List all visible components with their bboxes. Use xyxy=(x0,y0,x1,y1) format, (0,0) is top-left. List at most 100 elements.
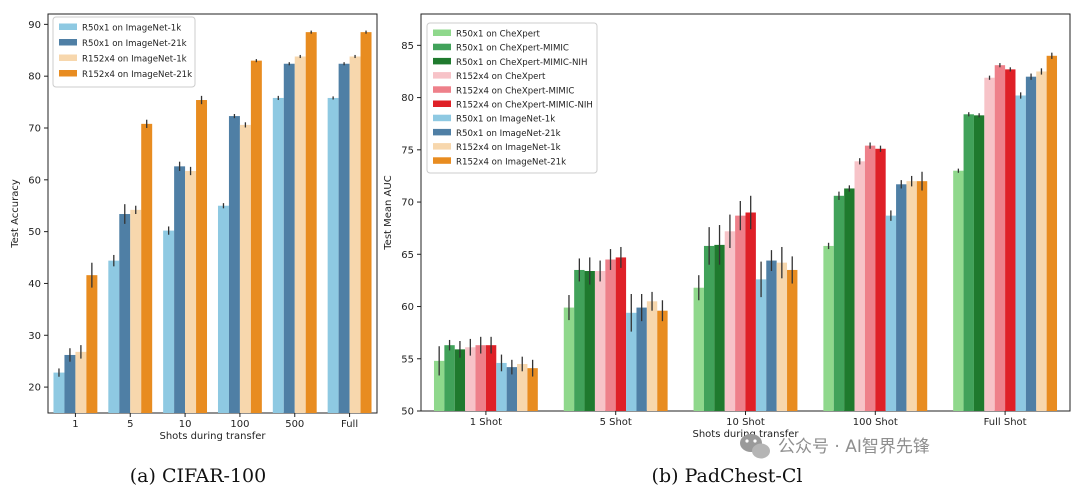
x-tick-label: 100 xyxy=(230,419,249,430)
bar-r152x4-on-imagenet-1k xyxy=(1036,71,1047,412)
caption-padchest: (b) PadChest-Cl xyxy=(652,465,803,487)
bar-r152x4-on-chexpert xyxy=(984,77,995,412)
y-tick-label: 60 xyxy=(401,302,414,313)
y-tick-label: 50 xyxy=(401,407,414,418)
legend-swatch xyxy=(59,23,77,30)
bar-r50x1-on-imagenet-1k xyxy=(885,215,897,411)
bar-r50x1-on-imagenet-1k xyxy=(163,230,175,413)
legend-entry: R50x1 on ImageNet-21k xyxy=(456,129,561,139)
legend-entry: R152x4 on CheXpert-MIMIC-NIH xyxy=(456,101,593,111)
bar-r152x4-on-chexpert xyxy=(465,347,476,411)
bar-r50x1-on-chexpert xyxy=(433,360,445,411)
y-tick-label: 90 xyxy=(28,20,41,31)
legend-swatch xyxy=(433,100,451,107)
x-tick-label: Full Shot xyxy=(984,417,1027,428)
legend-swatch xyxy=(433,143,451,150)
bar-r50x1-on-imagenet-21k xyxy=(636,307,647,411)
bar-r50x1-on-chexpert-mimic-nih xyxy=(844,188,855,411)
y-tick-label: 70 xyxy=(28,124,41,135)
legend-swatch xyxy=(433,114,451,122)
legend-entry: R152x4 on ImageNet-1k xyxy=(82,55,187,65)
watermark-text: 公众号 · AI智界先锋 xyxy=(778,437,930,457)
bar-r152x4-on-chexpert-mimic-nih xyxy=(875,148,886,411)
bar-r50x1-on-imagenet-1k xyxy=(217,205,229,413)
bar-r152x4-on-chexpert xyxy=(594,271,606,411)
y-tick-label: 75 xyxy=(401,145,414,156)
y-tick-label: 50 xyxy=(28,227,41,238)
legend-swatch xyxy=(59,39,77,46)
bar-r152x4-on-imagenet-21k xyxy=(527,368,538,411)
bar-r152x4-on-imagenet-21k xyxy=(657,310,668,411)
bar-r152x4-on-imagenet-1k xyxy=(130,209,142,413)
bar-r152x4-on-imagenet-21k xyxy=(360,32,372,414)
bar-r50x1-on-imagenet-1k xyxy=(1015,95,1026,411)
bar-r152x4-on-imagenet-1k xyxy=(646,301,658,411)
bar-r50x1-on-chexpert-mimic xyxy=(574,269,585,411)
x-tick-label: 10 Shot xyxy=(726,417,765,428)
y-tick-label: 65 xyxy=(401,250,414,261)
bar-r152x4-on-chexpert-mimic xyxy=(735,215,746,411)
bar-r50x1-on-imagenet-21k xyxy=(1025,76,1037,412)
legend-swatch xyxy=(433,86,451,93)
bar-r50x1-on-chexpert-mimic-nih xyxy=(714,244,725,411)
bar-r152x4-on-chexpert-mimic-nih xyxy=(615,257,627,411)
padchest-chart: 50 55 60 65 70 75 80 85 1 Shot 5 Shot 10 Shot 100 S… xyxy=(383,13,1071,440)
legend-entry: R152x4 on CheXpert-MIMIC xyxy=(456,86,574,96)
bar-r152x4-on-chexpert-mimic xyxy=(605,259,616,411)
bar-r152x4-on-chexpert-mimic-nih xyxy=(485,345,497,411)
y-tick-label: 80 xyxy=(28,72,41,83)
legend-swatch xyxy=(433,43,451,51)
y-tick-label: 85 xyxy=(401,41,414,52)
bar-r50x1-on-imagenet-21k xyxy=(338,63,350,413)
x-axis-label: Shots during transfer xyxy=(159,431,266,442)
bar-r152x4-on-imagenet-1k xyxy=(776,262,788,411)
y-tick-label: 80 xyxy=(401,93,414,104)
bar-r152x4-on-imagenet-1k xyxy=(185,171,197,413)
bar-r152x4-on-chexpert-mimic xyxy=(994,65,1006,411)
bar-r152x4-on-chexpert-mimic xyxy=(864,145,876,411)
legend-entry: R50x1 on CheXpert xyxy=(456,30,541,40)
legend-swatch xyxy=(433,72,451,79)
bar-r50x1-on-chexpert-mimic xyxy=(963,114,974,411)
bar-r152x4-on-imagenet-1k xyxy=(349,56,361,414)
y-axis-label: Test Mean AUC xyxy=(383,175,394,250)
legend-swatch xyxy=(433,157,451,164)
legend: R50x1 on CheXpert R50x1 on CheXpert-MIMIC… xyxy=(426,22,598,174)
bar-r50x1-on-chexpert-mimic xyxy=(703,245,715,411)
bar-r152x4-on-imagenet-21k xyxy=(196,100,208,413)
legend-swatch xyxy=(433,128,451,136)
bar-r152x4-on-imagenet-21k xyxy=(305,32,317,414)
legend-swatch xyxy=(433,29,451,36)
bar-r50x1-on-chexpert-mimic-nih xyxy=(973,115,985,411)
wechat-icon xyxy=(740,434,770,459)
y-tick-label: 40 xyxy=(28,279,41,290)
y-tick-label: 60 xyxy=(28,175,41,186)
bar-r152x4-on-imagenet-21k xyxy=(787,269,798,411)
legend-entry: R50x1 on CheXpert-MIMIC-NIH xyxy=(456,58,587,68)
bar-r50x1-on-imagenet-21k xyxy=(228,116,240,413)
caption-cifar-100: (a) CIFAR-100 xyxy=(130,465,266,487)
bar-r152x4-on-imagenet-21k xyxy=(250,60,262,414)
bar-r50x1-on-imagenet-1k xyxy=(626,312,637,411)
bar-r50x1-on-imagenet-21k xyxy=(766,260,777,411)
x-tick-label: 5 xyxy=(127,419,133,430)
bar-r152x4-on-chexpert-mimic-nih xyxy=(745,212,756,411)
y-tick-label: 55 xyxy=(401,354,414,365)
bar-r50x1-on-imagenet-1k xyxy=(108,260,120,413)
legend-swatch xyxy=(433,57,451,65)
bar-r152x4-on-imagenet-1k xyxy=(75,351,87,413)
plot-frame xyxy=(47,13,378,414)
bar-r50x1-on-chexpert xyxy=(953,170,964,411)
cifar-100-chart: 20 30 40 50 60 70 80 90 1 5 10 100 500 Full Shots duri… xyxy=(10,13,378,442)
legend-entry: R152x4 on ImageNet-21k xyxy=(82,70,192,80)
bar-r152x4-on-chexpert-mimic xyxy=(475,345,486,411)
bar-r152x4-on-chexpert xyxy=(724,231,736,411)
legend-entry: R152x4 on ImageNet-1k xyxy=(456,143,561,153)
bar-r50x1-on-imagenet-21k xyxy=(64,354,76,413)
bar-r152x4-on-imagenet-1k xyxy=(517,363,528,411)
x-tick-label: 5 Shot xyxy=(600,417,632,428)
bar-r50x1-on-imagenet-21k xyxy=(896,184,907,411)
bar-r152x4-on-imagenet-21k xyxy=(86,275,98,413)
bar-r50x1-on-imagenet-1k xyxy=(496,362,507,411)
